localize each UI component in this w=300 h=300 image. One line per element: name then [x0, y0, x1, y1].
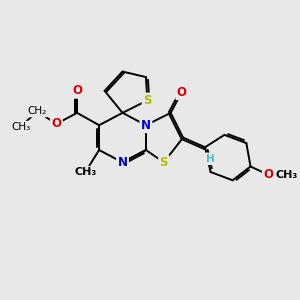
Text: CH₃: CH₃ — [11, 122, 30, 132]
Text: CH₂: CH₂ — [28, 106, 47, 116]
Text: O: O — [52, 117, 61, 130]
Text: N: N — [141, 119, 151, 132]
Text: S: S — [160, 156, 168, 169]
Text: O: O — [177, 86, 187, 99]
Text: O: O — [72, 84, 82, 97]
Text: N: N — [118, 156, 128, 169]
Text: CH₃: CH₃ — [275, 170, 298, 180]
Text: S: S — [143, 94, 152, 107]
Text: O: O — [263, 168, 273, 181]
Text: H: H — [206, 154, 214, 164]
Text: CH₃: CH₃ — [74, 167, 97, 177]
